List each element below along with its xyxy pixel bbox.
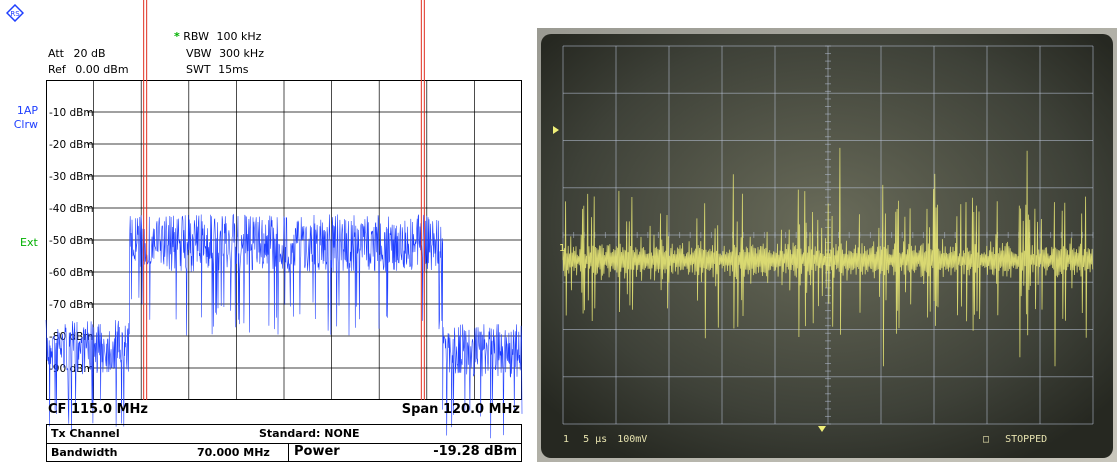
- spectrum-trace: [45, 213, 523, 439]
- y-tick-label: -20 dBm: [49, 139, 94, 151]
- swt-label: SWT: [186, 63, 211, 76]
- y-tick-label: -70 dBm: [49, 299, 94, 311]
- span-readout: Span 120.0 MHz: [401, 402, 520, 417]
- oscilloscope-screen: 1: [537, 28, 1117, 462]
- frequency-row: CF 115.0 MHz Span 120.0 MHz: [46, 402, 522, 420]
- vbw-value: 300 kHz: [219, 47, 264, 60]
- swt-value: 15ms: [218, 63, 249, 76]
- y-tick-label: -30 dBm: [49, 171, 94, 183]
- vbw-readout: VBW 300 kHz: [186, 46, 264, 62]
- ref-label: Ref: [48, 63, 66, 76]
- att-value: 20 dB: [73, 47, 106, 60]
- y-tick-label-background: [47, 298, 87, 310]
- trigger-position-marker: [818, 426, 826, 432]
- power-label: Power: [294, 444, 340, 459]
- center-frequency: CF 115.0 MHz: [48, 402, 148, 417]
- oscilloscope-photo: 1 1 5 μs 100mV □ STOPPED: [537, 28, 1117, 462]
- y-tick-label-background: [47, 266, 87, 278]
- channel-limit-lines: [143, 0, 425, 400]
- y-tick-label-background: [47, 138, 87, 150]
- channel-1-marker: 1: [559, 243, 565, 254]
- rbw-value: 100 kHz: [216, 30, 262, 43]
- table-row-header: Tx Channel Standard: NONE: [47, 425, 521, 444]
- trace-info: 1AP Clrw: [6, 104, 38, 132]
- osc-stop-icon: □: [983, 434, 990, 445]
- rbw-star-indicator: *: [174, 30, 180, 43]
- column-divider: [288, 444, 289, 462]
- y-tick-label-background: [47, 234, 87, 246]
- y-tick-labels: -10 dBm -20 dBm -30 dBm -40 dBm -50 dBm -60 d…: [47, 106, 94, 375]
- osc-volts-per-div: 100mV: [617, 434, 648, 445]
- att-readout: Att 20 dB: [48, 46, 106, 62]
- y-tick-label: -40 dBm: [49, 203, 94, 215]
- att-label: Att: [48, 47, 64, 60]
- spectrum-plot: -10 dBm -20 dBm -30 dBm -40 dBm -50 dBm -60 d…: [45, 0, 523, 439]
- y-tick-label: -10 dBm: [49, 107, 94, 119]
- oscilloscope-trace: [562, 147, 1094, 367]
- swt-readout: SWT 15ms: [186, 62, 249, 78]
- osc-timebase: 5 μs: [583, 434, 608, 445]
- rbw-readout: * RBW 100 kHz: [174, 29, 261, 45]
- ref-value: 0.00 dBm: [75, 63, 129, 76]
- svg-text:RS: RS: [10, 10, 20, 18]
- rohde-schwarz-logo: RS: [6, 4, 24, 22]
- osc-channel: 1: [563, 434, 570, 445]
- bandwidth-label: Bandwidth: [51, 446, 118, 459]
- ext-label: Ext: [20, 236, 38, 249]
- y-tick-label-background: [47, 170, 87, 182]
- tx-channel-label: Tx Channel: [51, 427, 120, 440]
- y-tick-label-background: [47, 202, 87, 214]
- y-tick-label: -60 dBm: [49, 267, 94, 279]
- osc-status-left: 1 5 μs 100mV: [563, 434, 647, 445]
- vbw-label: VBW: [186, 47, 212, 60]
- channel-power-table: Tx Channel Standard: NONE Bandwidth 70.0…: [46, 424, 522, 462]
- standard-label: Standard: NONE: [259, 427, 360, 440]
- oscilloscope-waveform: [562, 147, 1094, 367]
- y-tick-label-background: [47, 106, 87, 118]
- osc-run-state: STOPPED: [1005, 434, 1048, 445]
- trace-mode: Clrw: [13, 118, 38, 131]
- rbw-label: RBW: [183, 30, 209, 43]
- table-row-values: Bandwidth 70.000 MHz Power -19.28 dBm: [47, 444, 521, 462]
- spectrum-analyzer-panel: RS Att 20 dB Ref 0.00 dBm * RBW 100 kHz …: [0, 0, 540, 466]
- spectrum-trace-line: [45, 213, 523, 439]
- ref-readout: Ref 0.00 dBm: [48, 62, 129, 78]
- trace-id: 1AP: [16, 104, 38, 117]
- bandwidth-value: 70.000 MHz: [197, 446, 270, 459]
- osc-status-right: □ STOPPED: [983, 434, 1047, 445]
- power-value: -19.28 dBm: [433, 444, 517, 459]
- trigger-level-marker: [553, 126, 559, 134]
- y-tick-label: -50 dBm: [49, 235, 94, 247]
